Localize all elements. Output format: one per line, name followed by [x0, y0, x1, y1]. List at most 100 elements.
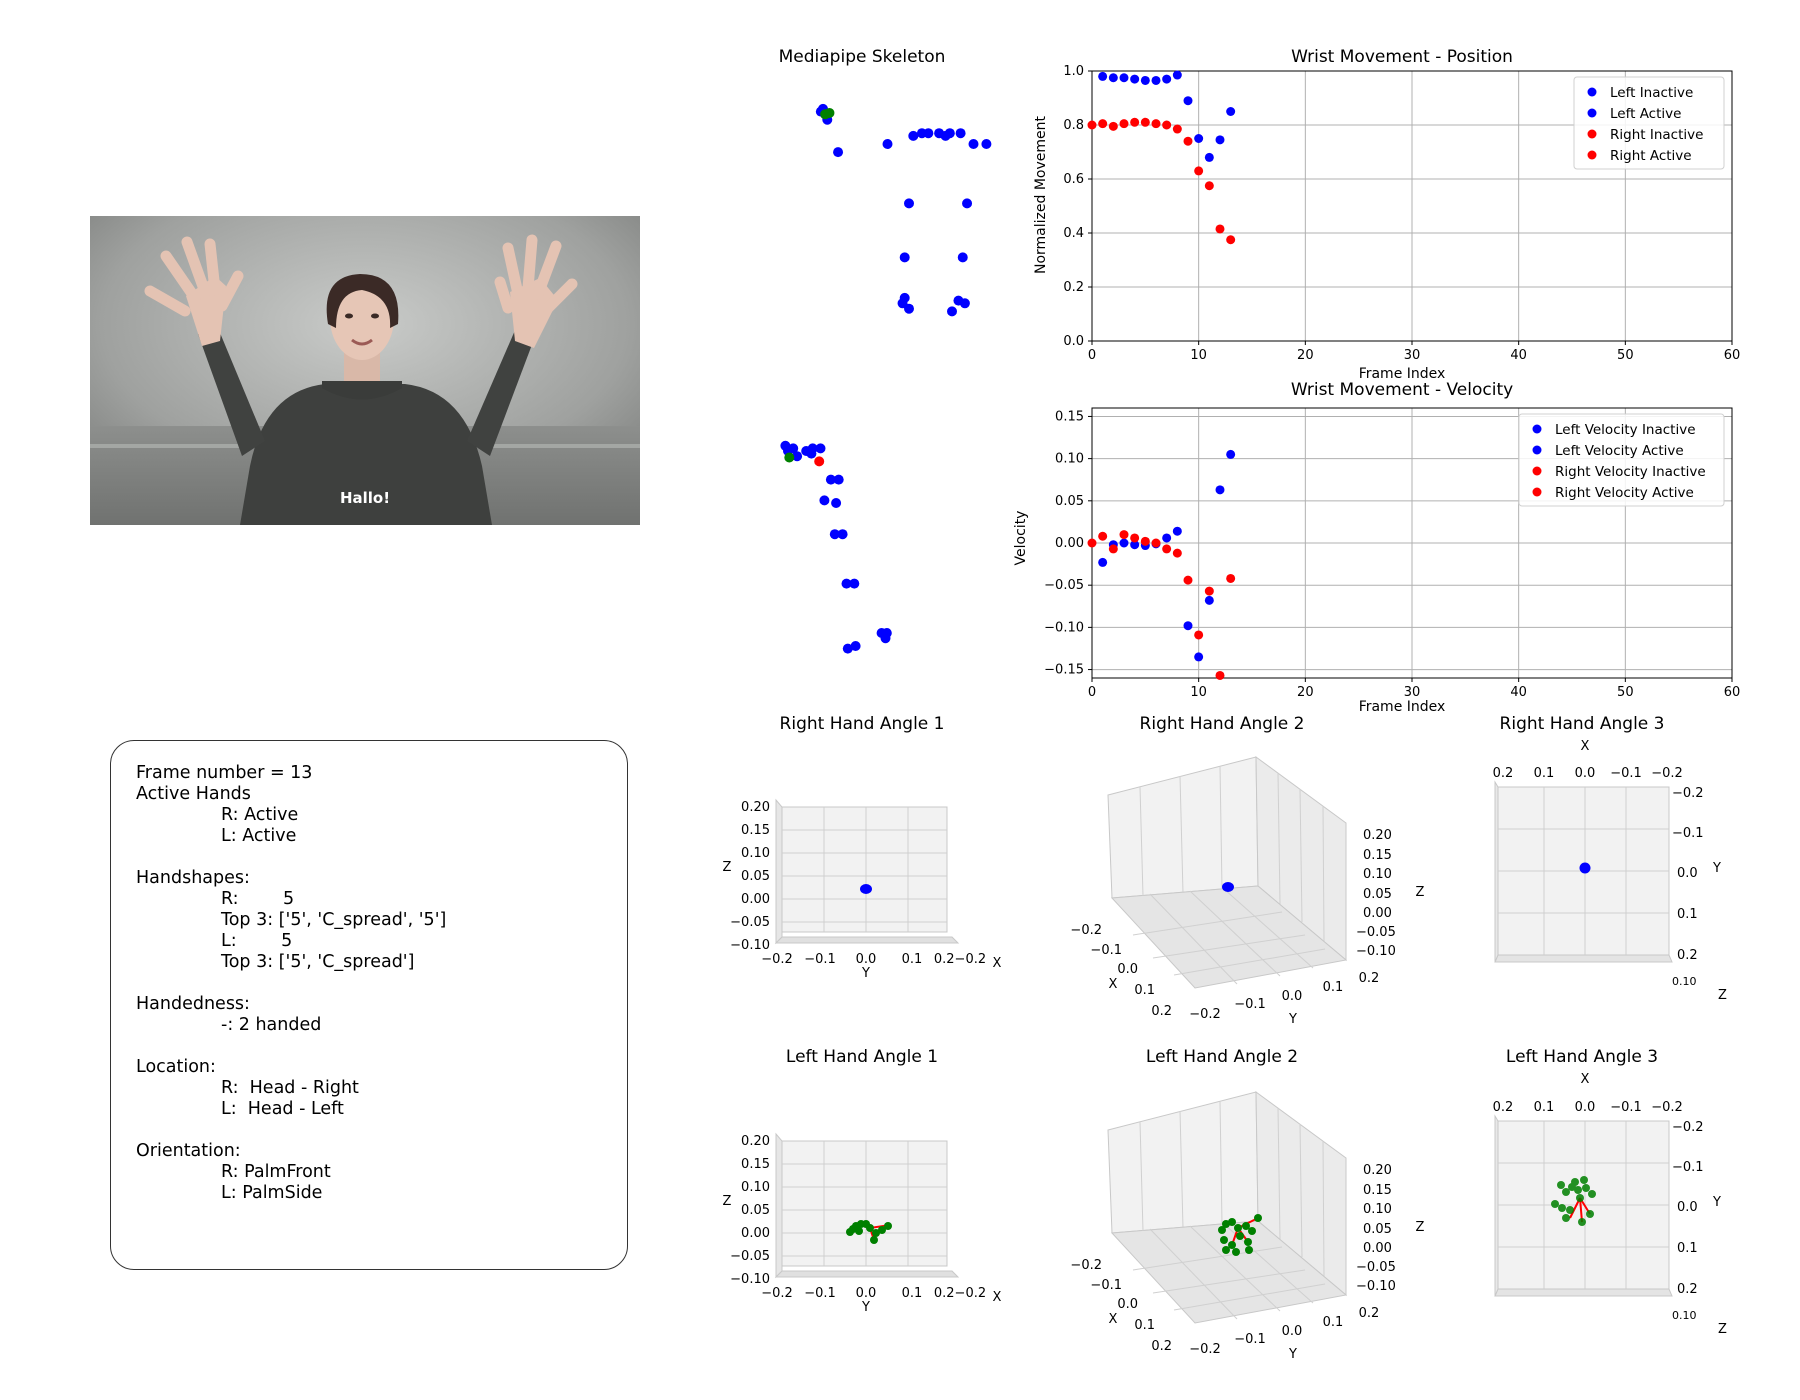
left2-xtick: 0.1: [1134, 1318, 1155, 1333]
right2-title: Right Hand Angle 2: [1140, 714, 1305, 734]
right2-xtick: 0.0: [1117, 962, 1138, 977]
position-ytick: 0.0: [1063, 334, 1084, 349]
left2-ztick: 0.00: [1363, 1241, 1392, 1256]
velocity-point: [1152, 539, 1161, 548]
left2-ztick: 0.15: [1363, 1183, 1392, 1198]
right1-ztick: −0.10: [730, 938, 770, 953]
position-point: [1162, 121, 1171, 130]
right3-xtick: 0.0: [1575, 766, 1596, 781]
right2-ztick: 0.05: [1363, 887, 1392, 902]
skeleton-landmark: [780, 441, 790, 451]
velocity-point: [1141, 541, 1150, 550]
left3-ytick: 0.0: [1677, 1200, 1698, 1215]
position-point: [1173, 71, 1182, 80]
frame-number: Frame number = 13: [136, 763, 312, 784]
left1-hand-points: [846, 1220, 892, 1244]
position-ytick: 0.6: [1063, 172, 1084, 187]
skeleton-landmark: [822, 115, 832, 125]
left2-ytick: −0.2: [1189, 1342, 1221, 1357]
left1-htick: 0.1: [902, 1286, 923, 1301]
position-point: [1162, 75, 1171, 84]
left2-ylabel: Y: [1288, 1347, 1297, 1362]
velocity-point: [1130, 540, 1139, 549]
left1-title: Left Hand Angle 1: [786, 1047, 938, 1067]
handedness-value: -: 2 handed: [221, 1015, 321, 1036]
skeleton-landmark-hand: [820, 109, 830, 119]
right2-ztick: −0.05: [1356, 925, 1396, 940]
position-point: [1173, 125, 1182, 134]
velocity-point: [1152, 539, 1161, 548]
handshape-left: L: 5: [221, 931, 292, 952]
velocity-xtick: 50: [1617, 685, 1634, 700]
velocity-xtick: 10: [1190, 685, 1207, 700]
skeleton-landmark: [962, 198, 972, 208]
left2-hand-points: [1218, 1214, 1262, 1256]
right2-xtick: 0.1: [1134, 983, 1155, 998]
velocity-legend-label: Right Velocity Inactive: [1555, 464, 1706, 480]
left2-title: Left Hand Angle 2: [1146, 1047, 1298, 1067]
velocity-chart-ylabel: Velocity: [1013, 511, 1029, 566]
right3-ytick: 0.1: [1677, 907, 1698, 922]
left1-ztick: −0.05: [730, 1249, 770, 1264]
right3-xtick: −0.1: [1610, 766, 1642, 781]
skeleton-landmark: [956, 128, 966, 138]
skeleton-landmark: [958, 252, 968, 262]
skeleton-landmark: [820, 109, 830, 119]
right3-ytick: −0.2: [1672, 786, 1704, 801]
handshape-left-top3: Top 3: ['5', 'C_spread']: [221, 952, 414, 973]
position-ytick: 0.2: [1063, 280, 1084, 295]
right2-xtick: −0.1: [1090, 943, 1122, 958]
right3-xtick: 0.1: [1534, 766, 1555, 781]
right1-ztick: 0.00: [741, 892, 770, 907]
velocity-ytick: −0.05: [1044, 578, 1084, 593]
left3-ytick: −0.1: [1672, 1160, 1704, 1175]
position-ytick: 1.0: [1063, 64, 1084, 79]
left3-xtick: 0.2: [1493, 1100, 1514, 1115]
skeleton-landmark: [941, 131, 951, 141]
skeleton-landmark: [882, 628, 892, 638]
position-legend-label: Left Active: [1610, 106, 1681, 122]
skeleton-landmark: [904, 198, 914, 208]
left3-ytick: 0.2: [1677, 1282, 1698, 1297]
right-hand-angle-1: Right Hand Angle 1 0.20 0.15 0.10 0.05 0…: [723, 714, 1002, 981]
right2-ztick: 0.10: [1363, 867, 1392, 882]
right3-xtick: 0.2: [1493, 766, 1514, 781]
skeleton-landmark: [788, 443, 798, 453]
right3-ytick: 0.0: [1677, 866, 1698, 881]
right1-ztick: 0.10: [741, 846, 770, 861]
skeleton-landmark: [851, 641, 861, 651]
velocity-legend-marker: [1533, 446, 1542, 455]
orientation-heading: Orientation:: [136, 1141, 241, 1162]
velocity-point: [1226, 450, 1235, 459]
right1-htick: 0.0: [856, 952, 877, 967]
skeleton-landmark: [945, 128, 955, 138]
position-point: [1130, 118, 1139, 127]
right1-htick: −0.2: [761, 952, 793, 967]
handshape-right: R: 5: [221, 889, 294, 910]
left3-xlabel: X: [1581, 1072, 1590, 1087]
position-chart-title: Wrist Movement - Position: [1291, 47, 1513, 67]
left3-xtick: −0.1: [1610, 1100, 1642, 1115]
skeleton-landmark: [842, 579, 852, 589]
right2-ztick: 0.20: [1363, 828, 1392, 843]
left2-ztick: −0.05: [1356, 1260, 1396, 1275]
velocity-ytick: −0.15: [1044, 663, 1084, 678]
right2-ztick: −0.10: [1356, 944, 1396, 959]
skeleton-landmark: [917, 128, 927, 138]
skeleton-landmark: [816, 443, 826, 453]
right1-title: Right Hand Angle 1: [780, 714, 945, 734]
active-hands-heading: Active Hands: [136, 784, 251, 805]
location-right: R: Head - Right: [221, 1078, 359, 1099]
right3-hand-points: [1580, 863, 1591, 874]
velocity-xtick: 20: [1297, 685, 1314, 700]
skeleton-landmark: [816, 107, 826, 117]
right3-ytick: 0.2: [1677, 948, 1698, 963]
skeleton-landmark: [801, 446, 811, 456]
velocity-point: [1226, 574, 1235, 583]
left3-zlabel: Z: [1718, 1322, 1727, 1337]
right1-ylabel: Y: [861, 966, 870, 981]
skeleton-landmark: [838, 529, 848, 539]
position-point: [1130, 75, 1139, 84]
video-frame: Hallo!: [90, 216, 640, 525]
skeleton-landmark: [792, 451, 802, 461]
